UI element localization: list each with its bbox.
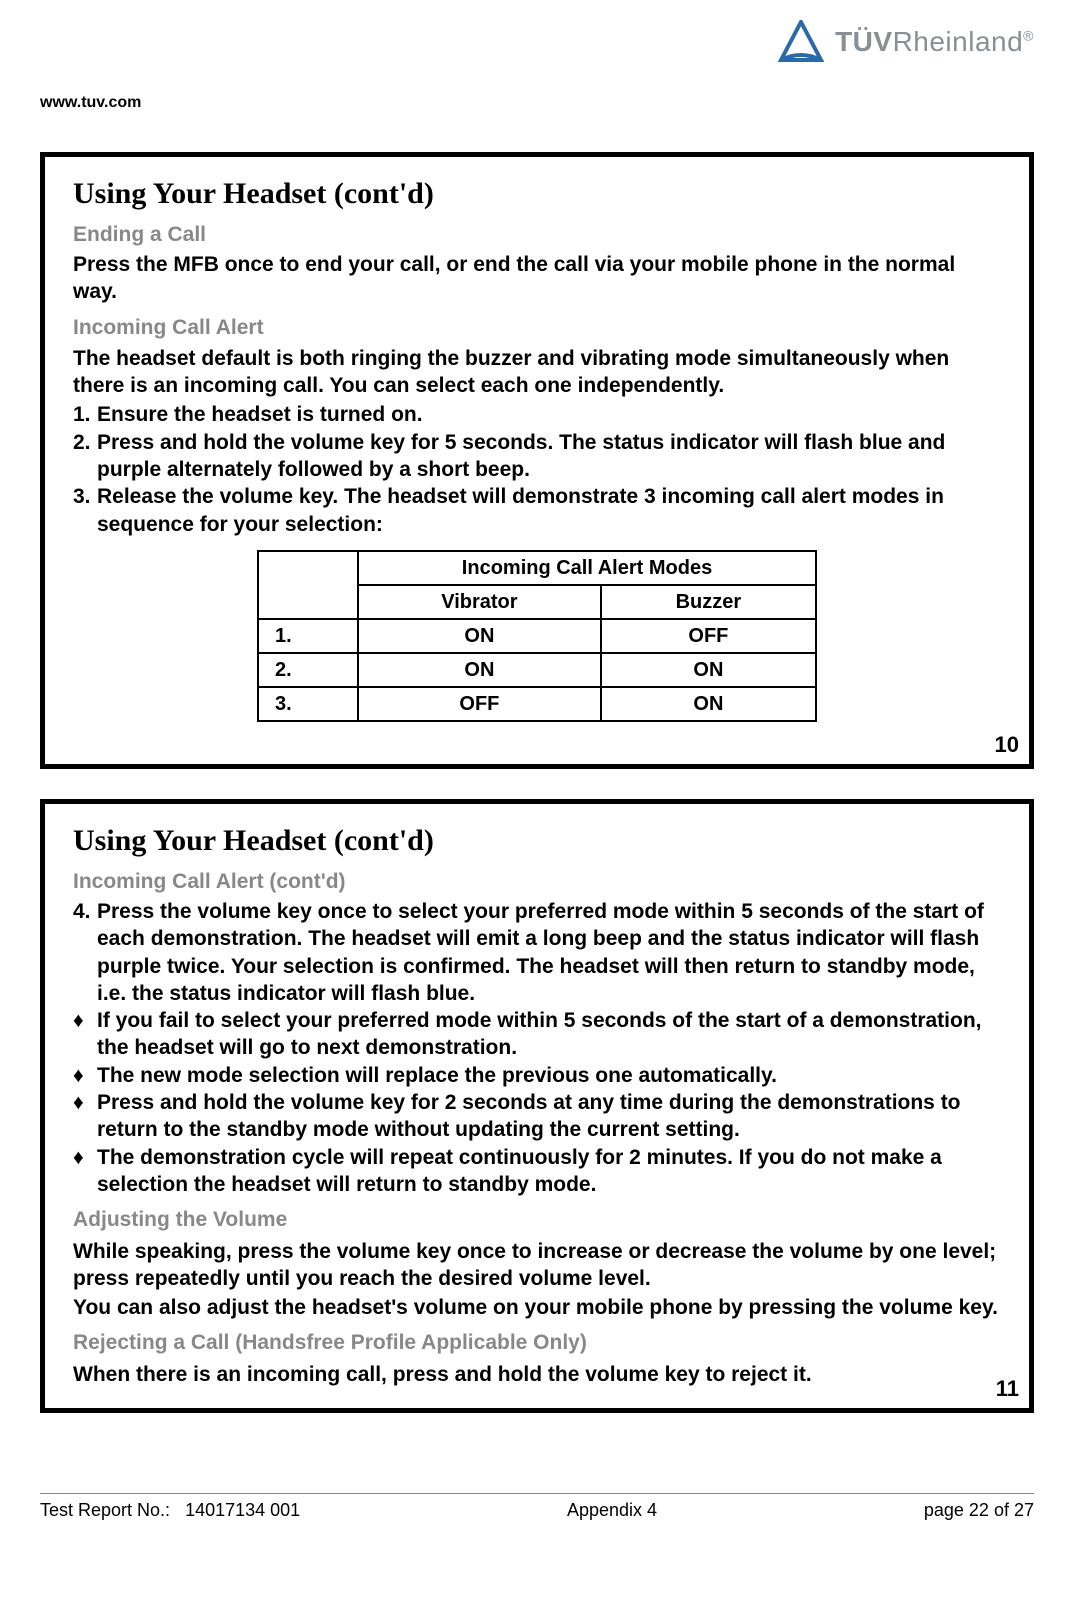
page10-num: 10 [995,732,1019,758]
page10-li3: 3.Release the volume key. The headset wi… [73,483,1001,538]
col-buzzer: Buzzer [601,585,816,619]
manual-page-11: Using Your Headset (cont'd) Incoming Cal… [40,799,1034,1413]
page11-sub-incoming: Incoming Call Alert (cont'd) [73,870,1001,894]
logo-rest: Rheinland [893,26,1024,57]
page10-sub-ending: Ending a Call [73,223,1001,247]
page11-li4: 4.Press the volume key once to select yo… [73,898,1001,1007]
page10-p2: The headset default is both ringing the … [73,345,1001,400]
tuv-logo: TÜVRheinland® [777,20,1034,64]
page10-li2: 2.Press and hold the volume key for 5 se… [73,429,1001,484]
page11-body: 4.Press the volume key once to select yo… [73,898,1001,1388]
page11-b4: ♦The demonstration cycle will repeat con… [73,1144,1001,1199]
page11-num: 11 [996,1376,1019,1402]
alert-modes-table: Incoming Call Alert Modes Vibrator Buzze… [257,550,817,722]
page11-b3: ♦Press and hold the volume key for 2 sec… [73,1089,1001,1144]
footer-right: page 22 of 27 [924,1500,1034,1521]
page-header: TÜVRheinland® [40,20,1034,64]
page11-title: Using Your Headset (cont'd) [73,824,1001,858]
triangle-icon [777,20,825,64]
footer: Test Report No.: 14017134 001 Appendix 4… [40,1493,1034,1521]
logo-reg: ® [1023,28,1034,44]
col-vibrator: Vibrator [358,585,601,619]
table-row: 2. ON ON [258,653,816,687]
table-row: Incoming Call Alert Modes [258,551,816,585]
table-row: 3. OFF ON [258,687,816,721]
page11-p1: While speaking, press the volume key onc… [73,1238,1001,1293]
footer-left: Test Report No.: 14017134 001 [40,1500,300,1521]
logo-text: TÜVRheinland® [835,26,1034,58]
logo-bold: TÜV [835,26,893,57]
page10-li1: 1.Ensure the headset is turned on. [73,401,1001,428]
page11-sub-reject: Rejecting a Call (Handsfree Profile Appl… [73,1329,1001,1356]
manual-page-10: Using Your Headset (cont'd) Ending a Cal… [40,152,1034,769]
page11-b1: ♦If you fail to select your preferred mo… [73,1007,1001,1062]
table-row: 1. ON OFF [258,619,816,653]
page11-b2: ♦The new mode selection will replace the… [73,1062,1001,1089]
page10-p1: Press the MFB once to end your call, or … [73,251,1001,306]
table-head: Incoming Call Alert Modes [358,551,816,585]
page11-sub-volume: Adjusting the Volume [73,1206,1001,1233]
footer-center: Appendix 4 [567,1500,657,1521]
page10-body: Press the MFB once to end your call, or … [73,251,1001,722]
page10-sub-incoming: Incoming Call Alert [73,314,1001,341]
page10-title: Using Your Headset (cont'd) [73,177,1001,211]
page11-p2: You can also adjust the headset's volume… [73,1294,1001,1321]
page11-p3: When there is an incoming call, press an… [73,1361,1001,1388]
url: www.tuv.com [40,94,1034,112]
